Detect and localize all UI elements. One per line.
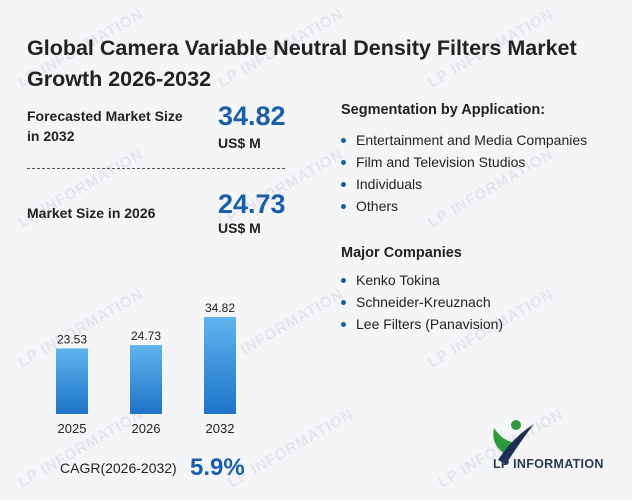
company-item: Kenko Tokina [341, 269, 503, 291]
segmentation-title: Segmentation by Application: [341, 102, 546, 118]
bar-2032 [204, 317, 236, 414]
bar-value-label: 23.53 [57, 332, 87, 346]
x-tick-label: 2032 [206, 421, 235, 436]
segmentation-item: Individuals [341, 173, 587, 195]
current-unit: US$ M [218, 220, 261, 236]
current-label: Market Size in 2026 [27, 205, 156, 221]
forecast-label: Forecasted Market Size in 2032 [27, 108, 183, 144]
x-tick-label: 2026 [132, 421, 161, 436]
cagr-label: CAGR(2026-2032) [60, 460, 177, 476]
segmentation-item: Film and Television Studios [341, 151, 587, 173]
bar-chart: 23.53 2025 24.73 2026 34.82 2032 [56, 301, 236, 436]
current-value: 24.73 [218, 189, 286, 219]
companies-title: Major Companies [341, 245, 462, 261]
logo-swoosh-icon [498, 424, 534, 464]
company-item: Lee Filters (Panavision) [341, 313, 503, 335]
bar-2026 [130, 345, 162, 414]
cagr-value: 5.9% [190, 454, 245, 481]
forecast-unit: US$ M [218, 135, 261, 151]
bar-value-label: 24.73 [131, 329, 161, 343]
logo-text: LP INFORMATION [493, 457, 604, 471]
bar-2025 [56, 348, 88, 414]
segmentation-list: Entertainment and Media Companies Film a… [341, 129, 587, 217]
section-divider [27, 168, 285, 169]
segmentation-item: Others [341, 195, 587, 217]
lp-information-logo [493, 420, 534, 464]
segmentation-item: Entertainment and Media Companies [341, 129, 587, 151]
company-item: Schneider-Kreuznach [341, 291, 503, 313]
bar-value-label: 34.82 [205, 301, 235, 315]
page-title: Global Camera Variable Neutral Density F… [27, 36, 577, 91]
companies-list: Kenko Tokina Schneider-Kreuznach Lee Fil… [341, 269, 503, 335]
forecast-value: 34.82 [218, 101, 286, 131]
logo-dot-icon [511, 420, 521, 430]
x-tick-label: 2025 [58, 421, 87, 436]
